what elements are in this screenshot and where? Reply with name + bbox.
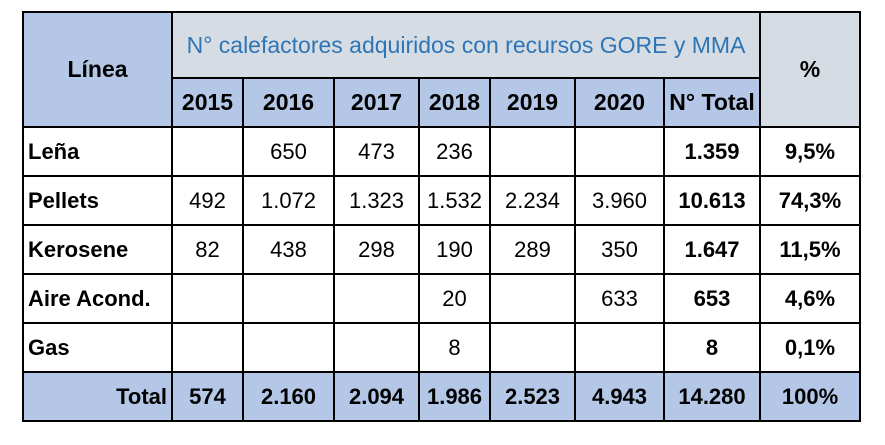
table-cell [242,273,335,324]
table-cell [489,126,576,177]
table-cell: 82 [171,224,244,275]
row-label: Aire Acond. [22,273,173,324]
grand-pct-cell: 100% [759,371,861,422]
row-total-cell: 1.359 [663,126,761,177]
total-row-label: Total [22,371,173,422]
linea-header: Línea [22,11,173,128]
table-row: Pellets 492 1.072 1.323 1.532 2.234 3.96… [22,175,861,226]
table-cell: 650 [242,126,335,177]
year-header: 2019 [489,77,576,128]
row-total-cell: 8 [663,322,761,373]
table-cell: 236 [418,126,491,177]
row-label: Gas [22,322,173,373]
row-pct-cell: 74,3% [759,175,861,226]
table-row: Gas 8 8 0,1% [22,322,861,373]
total-cell: 2.523 [489,371,576,422]
table-cell: 190 [418,224,491,275]
row-pct-cell: 11,5% [759,224,861,275]
table-cell: 438 [242,224,335,275]
table-row: Kerosene 82 438 298 190 289 350 1.647 11… [22,224,861,275]
row-pct-cell: 0,1% [759,322,861,373]
table-row: Aire Acond. 20 633 653 4,6% [22,273,861,324]
table-cell [333,273,420,324]
table-cell [171,322,244,373]
header-row-years: 2015 2016 2017 2018 2019 2020 N° Total [23,77,860,128]
table-cell: 1.323 [333,175,420,226]
table-cell: 1.532 [418,175,491,226]
table-cell [171,126,244,177]
table-row: Leña 650 473 236 1.359 9,5% [22,126,861,177]
table-cell: 2.234 [489,175,576,226]
row-label: Leña [22,126,173,177]
table-cell: 20 [418,273,491,324]
row-total-cell: 10.613 [663,175,761,226]
table-title: N° calefactores adquiridos con recursos … [171,11,761,79]
total-cell: 574 [171,371,244,422]
total-cell: 2.160 [242,371,335,422]
table-cell: 473 [333,126,420,177]
year-header: 2018 [418,77,491,128]
table-cell [489,322,576,373]
table-cell: 3.960 [574,175,665,226]
table-cell: 1.072 [242,175,335,226]
pct-header: % [759,11,861,128]
total-cell: 2.094 [333,371,420,422]
table-cell [574,126,665,177]
row-pct-cell: 4,6% [759,273,861,324]
table-cell: 8 [418,322,491,373]
row-label: Pellets [22,175,173,226]
table-container: Línea N° calefactores adquiridos con rec… [22,11,861,422]
row-total-cell: 1.647 [663,224,761,275]
row-total-cell: 653 [663,273,761,324]
table-cell: 492 [171,175,244,226]
table-cell [333,322,420,373]
year-header: 2016 [242,77,335,128]
row-pct-cell: 9,5% [759,126,861,177]
table-cell: 633 [574,273,665,324]
total-cell: 1.986 [418,371,491,422]
table-cell: 350 [574,224,665,275]
row-label: Kerosene [22,224,173,275]
table-cell [574,322,665,373]
table-cell [489,273,576,324]
table-cell: 298 [333,224,420,275]
total-header: N° Total [663,77,761,128]
header-row-title: Línea N° calefactores adquiridos con rec… [22,11,861,128]
total-cell: 4.943 [574,371,665,422]
table-cell: 289 [489,224,576,275]
year-header: 2017 [333,77,420,128]
table-cell [242,322,335,373]
table-cell [171,273,244,324]
year-header: 2020 [574,77,665,128]
year-header: 2015 [171,77,244,128]
total-row: Total 574 2.160 2.094 1.986 2.523 4.943 … [22,371,861,422]
heaters-table: Línea N° calefactores adquiridos con rec… [22,11,861,422]
grand-total-cell: 14.280 [663,371,761,422]
